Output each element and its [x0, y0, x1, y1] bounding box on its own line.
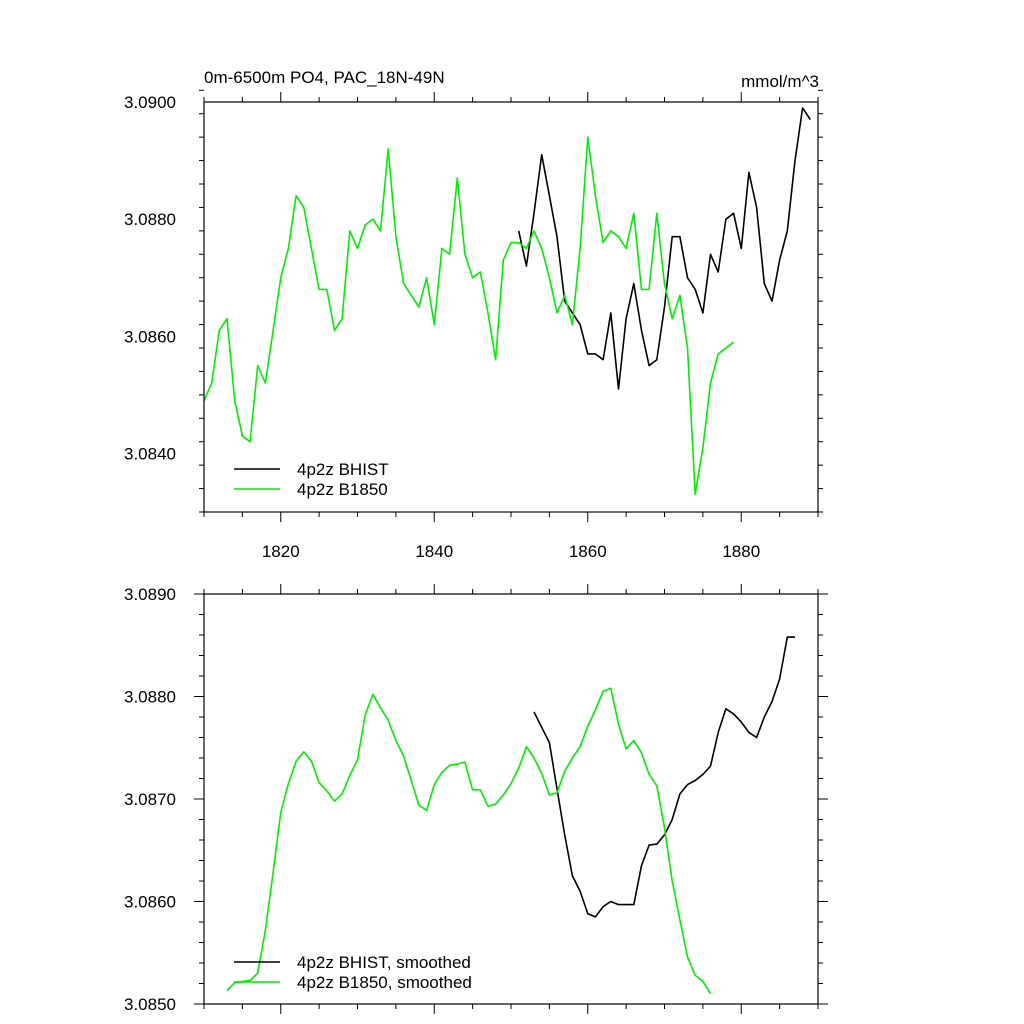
series-line-4p2z-b1850 [203, 136, 735, 496]
legend-label-bhist-smoothed: 4p2z BHIST, smoothed [297, 953, 471, 972]
x-tick-label: 1820 [262, 542, 300, 561]
top-panel-series [203, 107, 811, 496]
bottom-panel-ticks: 3.0850 3.0860 3.0870 3.0880 3.0890 [124, 584, 828, 1014]
y-tick-label: 3.0880 [124, 688, 176, 707]
top-panel-legend: 4p2z BHIST 4p2z B1850 [234, 460, 389, 499]
y-tick-label: 3.0870 [124, 790, 176, 809]
series-line-4p2z-bhist [517, 107, 811, 390]
x-tick-label: 1880 [722, 542, 760, 561]
legend-label-b1850: 4p2z B1850 [297, 480, 388, 499]
bottom-panel-legend: 4p2z BHIST, smoothed 4p2z B1850, smoothe… [234, 953, 472, 992]
top-panel-ticks: 1820 1840 1860 1880 3.0840 3.0860 3.0880 3.0900 [124, 89, 823, 561]
legend-label-b1850-smoothed: 4p2z B1850, smoothed [297, 973, 472, 992]
legend-label-bhist: 4p2z BHIST [297, 460, 389, 479]
y-tick-label: 3.0900 [124, 93, 176, 112]
bottom-panel-series [226, 636, 795, 995]
x-tick-label: 1840 [415, 542, 453, 561]
y-tick-label: 3.0860 [124, 893, 176, 912]
y-tick-label: 3.0840 [124, 444, 176, 463]
y-tick-label: 3.0890 [124, 585, 176, 604]
bottom-panel-frame [203, 593, 819, 1005]
y-tick-label: 3.0860 [124, 327, 176, 346]
top-panel: 0m-6500m PO4, PAC_18N-49N mmol/m^3 1820 1… [124, 68, 823, 561]
top-panel-units: mmol/m^3 [741, 72, 819, 91]
series-line-4p2z-bhist-smoothed [533, 636, 795, 918]
y-tick-label: 3.0880 [124, 210, 176, 229]
series-line-4p2z-b1850-smoothed [226, 687, 712, 995]
bottom-panel: 3.0850 3.0860 3.0870 3.0880 3.0890 4p2z BHIS… [124, 584, 828, 1014]
x-tick-label: 1860 [569, 542, 607, 561]
top-panel-frame [203, 101, 819, 513]
top-panel-title: 0m-6500m PO4, PAC_18N-49N [204, 68, 445, 87]
y-tick-label: 3.0850 [124, 995, 176, 1014]
